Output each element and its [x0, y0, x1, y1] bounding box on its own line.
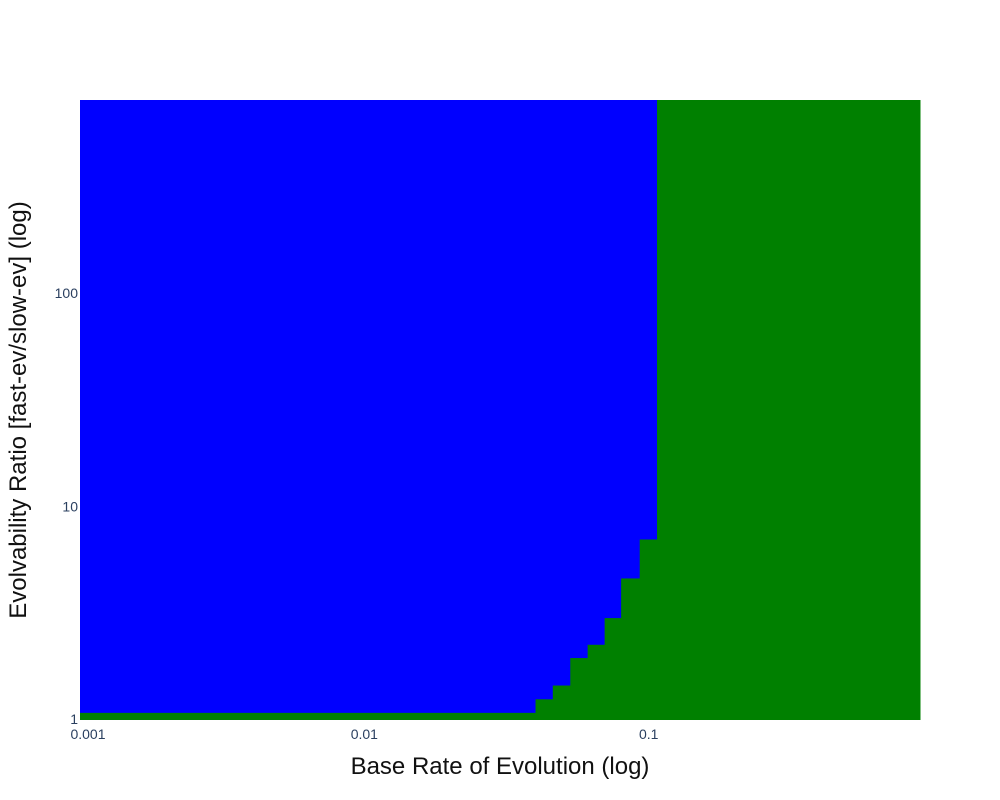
region-green-step-6 [621, 578, 641, 720]
y-tick-label: 10 [62, 498, 78, 514]
x-tick-label: 0.1 [639, 726, 659, 742]
y-tick-label: 1 [70, 711, 78, 727]
region-green-step-7 [639, 539, 658, 720]
x-tick-label: 0.01 [351, 726, 378, 742]
region-green-step-1 [535, 699, 554, 720]
region-green-step-5 [604, 618, 622, 720]
x-axis-title: Base Rate of Evolution (log) [351, 753, 650, 780]
region-green-step-8 [657, 100, 921, 720]
y-tick-label: 100 [55, 285, 79, 301]
y-axis-title: Evolvability Ratio [fast-ev/slow-ev] (lo… [5, 201, 32, 618]
plot-area [80, 100, 921, 720]
region-green-step-4 [587, 644, 606, 720]
region-green-step-2 [552, 685, 571, 720]
region-green-step-0 [80, 712, 537, 720]
x-axis-ticks: 0.001 0.01 0.1 [70, 726, 658, 742]
x-tick-label: 0.001 [70, 726, 105, 742]
y-axis-ticks: 1 10 100 [55, 285, 79, 727]
region-green-step-3 [570, 658, 589, 720]
